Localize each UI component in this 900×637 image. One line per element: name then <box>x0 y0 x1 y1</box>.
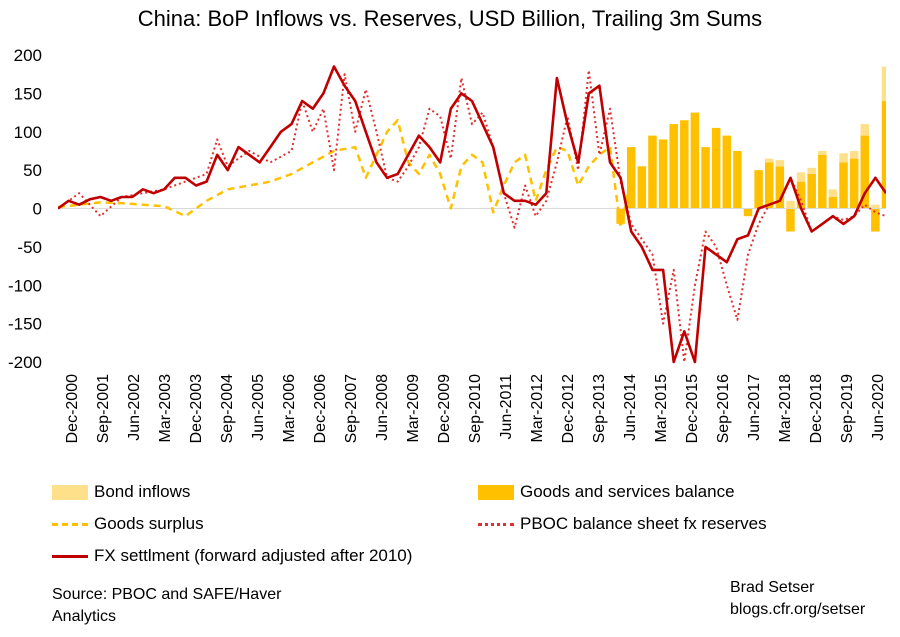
credit-block: Brad Setser blogs.cfr.org/setser <box>730 577 865 621</box>
x-tick-label: Jun-2017 <box>746 374 763 441</box>
x-tick-label: Jun-2020 <box>870 374 887 441</box>
legend-pboc-reserves: PBOC balance sheet fx reserves <box>478 513 767 535</box>
x-tick-label: Mar-2015 <box>653 374 670 443</box>
bar-goods-services-balance <box>871 208 880 232</box>
x-tick-label: Sep-2004 <box>219 374 236 443</box>
legend-swatch-pboc-reserves <box>478 523 514 527</box>
bar-goods-services-balance <box>860 135 870 209</box>
legend-swatch-fx-settlement <box>52 555 88 559</box>
y-tick-label: 200 <box>14 46 42 65</box>
x-tick-label: Mar-2012 <box>529 374 546 443</box>
bar-goods-services-balance <box>680 120 689 209</box>
bar-goods-services-balance <box>807 173 816 209</box>
bar-goods-services-balance <box>658 139 668 209</box>
bar-bond-inflows <box>775 160 785 167</box>
bar-goods-services-balance <box>786 208 795 232</box>
x-tick-label: Jun-2002 <box>126 374 143 441</box>
x-tick-label: Sep-2016 <box>715 374 732 443</box>
x-tick-label: Dec-2003 <box>188 374 205 443</box>
bar-bond-inflows <box>786 200 795 209</box>
bar-goods-services-balance <box>764 162 774 209</box>
bar-goods-services-balance <box>754 170 763 209</box>
legend-goods-services-balance: Goods and services balance <box>478 481 735 503</box>
bar-goods-services-balance <box>637 166 647 209</box>
bar-bond-inflows <box>839 153 848 163</box>
bar-bond-inflows <box>860 124 870 136</box>
x-tick-label: Jun-2005 <box>250 374 267 441</box>
bar-goods-services-balance <box>648 135 657 209</box>
legend-goods-surplus: Goods surplus <box>52 513 204 535</box>
bar-goods-services-balance <box>796 181 806 209</box>
bar-bond-inflows <box>881 66 886 102</box>
x-tick-label: Sep-2010 <box>467 374 484 443</box>
bar-goods-services-balance <box>849 158 859 209</box>
legend-label-fx-settlement: FX settlment (forward adjusted after 201… <box>94 546 413 565</box>
bar-bond-inflows <box>807 167 816 174</box>
bar-goods-services-balance <box>711 127 721 209</box>
bar-goods-services-balance <box>722 135 732 209</box>
bar-goods-services-balance <box>690 112 700 209</box>
series-line-pboc-balance-sheet-fx-reserves <box>58 69 886 363</box>
y-tick-label: -50 <box>17 238 42 257</box>
legend-label-goods-surplus: Goods surplus <box>94 514 204 533</box>
bar-bond-inflows <box>849 150 859 159</box>
x-tick-label: Mar-2003 <box>157 374 174 443</box>
y-tick-label: 150 <box>14 84 42 103</box>
credit-url: blogs.cfr.org/setser <box>730 601 866 618</box>
y-tick-label: -100 <box>8 276 42 295</box>
y-tick-label: -200 <box>8 353 42 372</box>
x-tick-label: Dec-2009 <box>436 374 453 443</box>
x-tick-label: Dec-2006 <box>312 374 329 443</box>
x-tick-label: Dec-2018 <box>808 374 825 443</box>
series-line-goods-surplus <box>58 118 633 229</box>
bar-bond-inflows <box>796 172 806 182</box>
chart-title: China: BoP Inflows vs. Reserves, USD Bil… <box>137 6 763 31</box>
x-tick-label: Dec-2000 <box>64 374 81 443</box>
y-tick-label: 0 <box>33 200 42 219</box>
legend-label-pboc-reserves: PBOC balance sheet fx reserves <box>520 514 767 533</box>
bar-goods-services-balance <box>743 208 753 217</box>
legend-label-goods-services-balance: Goods and services balance <box>520 482 735 501</box>
x-tick-label: Dec-2012 <box>560 374 577 443</box>
legend-swatch-bond-inflows <box>52 485 88 501</box>
bar-bond-inflows <box>818 150 827 155</box>
y-tick-label: -150 <box>8 315 42 334</box>
x-tick-label: Sep-2013 <box>591 374 608 443</box>
bar-goods-services-balance <box>828 196 838 209</box>
x-tick-label: Mar-2009 <box>405 374 422 443</box>
y-tick-label: 100 <box>14 123 42 142</box>
bar-goods-services-balance <box>616 208 625 224</box>
x-tick-label: Sep-2001 <box>95 374 112 443</box>
bar-goods-services-balance <box>775 166 785 209</box>
bar-goods-services-balance <box>701 147 710 209</box>
x-tick-label: Dec-2015 <box>684 374 701 443</box>
bar-goods-services-balance <box>881 101 886 209</box>
x-tick-label: Jun-2011 <box>498 374 515 440</box>
legend-fx-settlement: FX settlment (forward adjusted after 201… <box>52 545 412 567</box>
legend-swatch-goods-services-balance <box>478 485 514 501</box>
bar-goods-services-balance <box>839 162 848 209</box>
x-tick-label: Sep-2007 <box>343 374 360 443</box>
series-line-fx-settlment-forward-adjusted-after-2010 <box>58 65 886 364</box>
x-tick-label: Jun-2008 <box>374 374 391 441</box>
legend-label-bond-inflows: Bond inflows <box>94 482 191 501</box>
bar-goods-services-balance <box>733 150 742 209</box>
bar-bond-inflows <box>871 204 880 209</box>
credit-author: Brad Setser <box>730 579 815 596</box>
y-tick-label: 50 <box>23 161 42 180</box>
x-tick-label: Mar-2006 <box>281 374 298 443</box>
bar-bond-inflows <box>828 189 838 197</box>
bar-goods-services-balance <box>818 154 827 209</box>
source-note: Source: PBOC and SAFE/Haver Analytics <box>52 586 282 625</box>
legend-bond-inflows: Bond inflows <box>52 481 190 503</box>
bar-goods-services-balance <box>669 124 678 209</box>
x-tick-label: Sep-2019 <box>839 374 856 443</box>
legend-swatch-goods-surplus <box>52 523 88 527</box>
bar-goods-services-balance <box>626 147 636 209</box>
bar-bond-inflows <box>764 158 774 163</box>
x-tick-label: Mar-2018 <box>777 374 794 443</box>
x-tick-label: Jun-2014 <box>622 374 639 441</box>
